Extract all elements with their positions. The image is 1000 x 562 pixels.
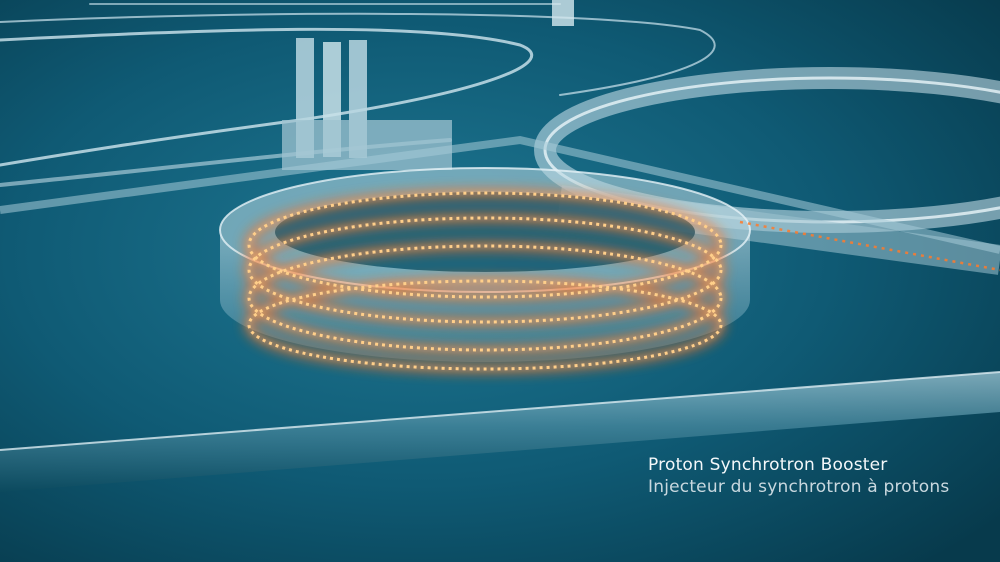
caption-title: Proton Synchrotron Booster [648, 455, 888, 475]
transfer-lines [0, 3, 716, 187]
beam-pipe [0, 371, 1000, 492]
caption: Proton Synchrotron Booster Injecteur du … [648, 454, 949, 498]
beam-rings [244, 188, 1000, 374]
caption-subtitle: Injecteur du synchrotron à protons [648, 477, 950, 497]
transfer-line-diagonal [0, 135, 1000, 254]
